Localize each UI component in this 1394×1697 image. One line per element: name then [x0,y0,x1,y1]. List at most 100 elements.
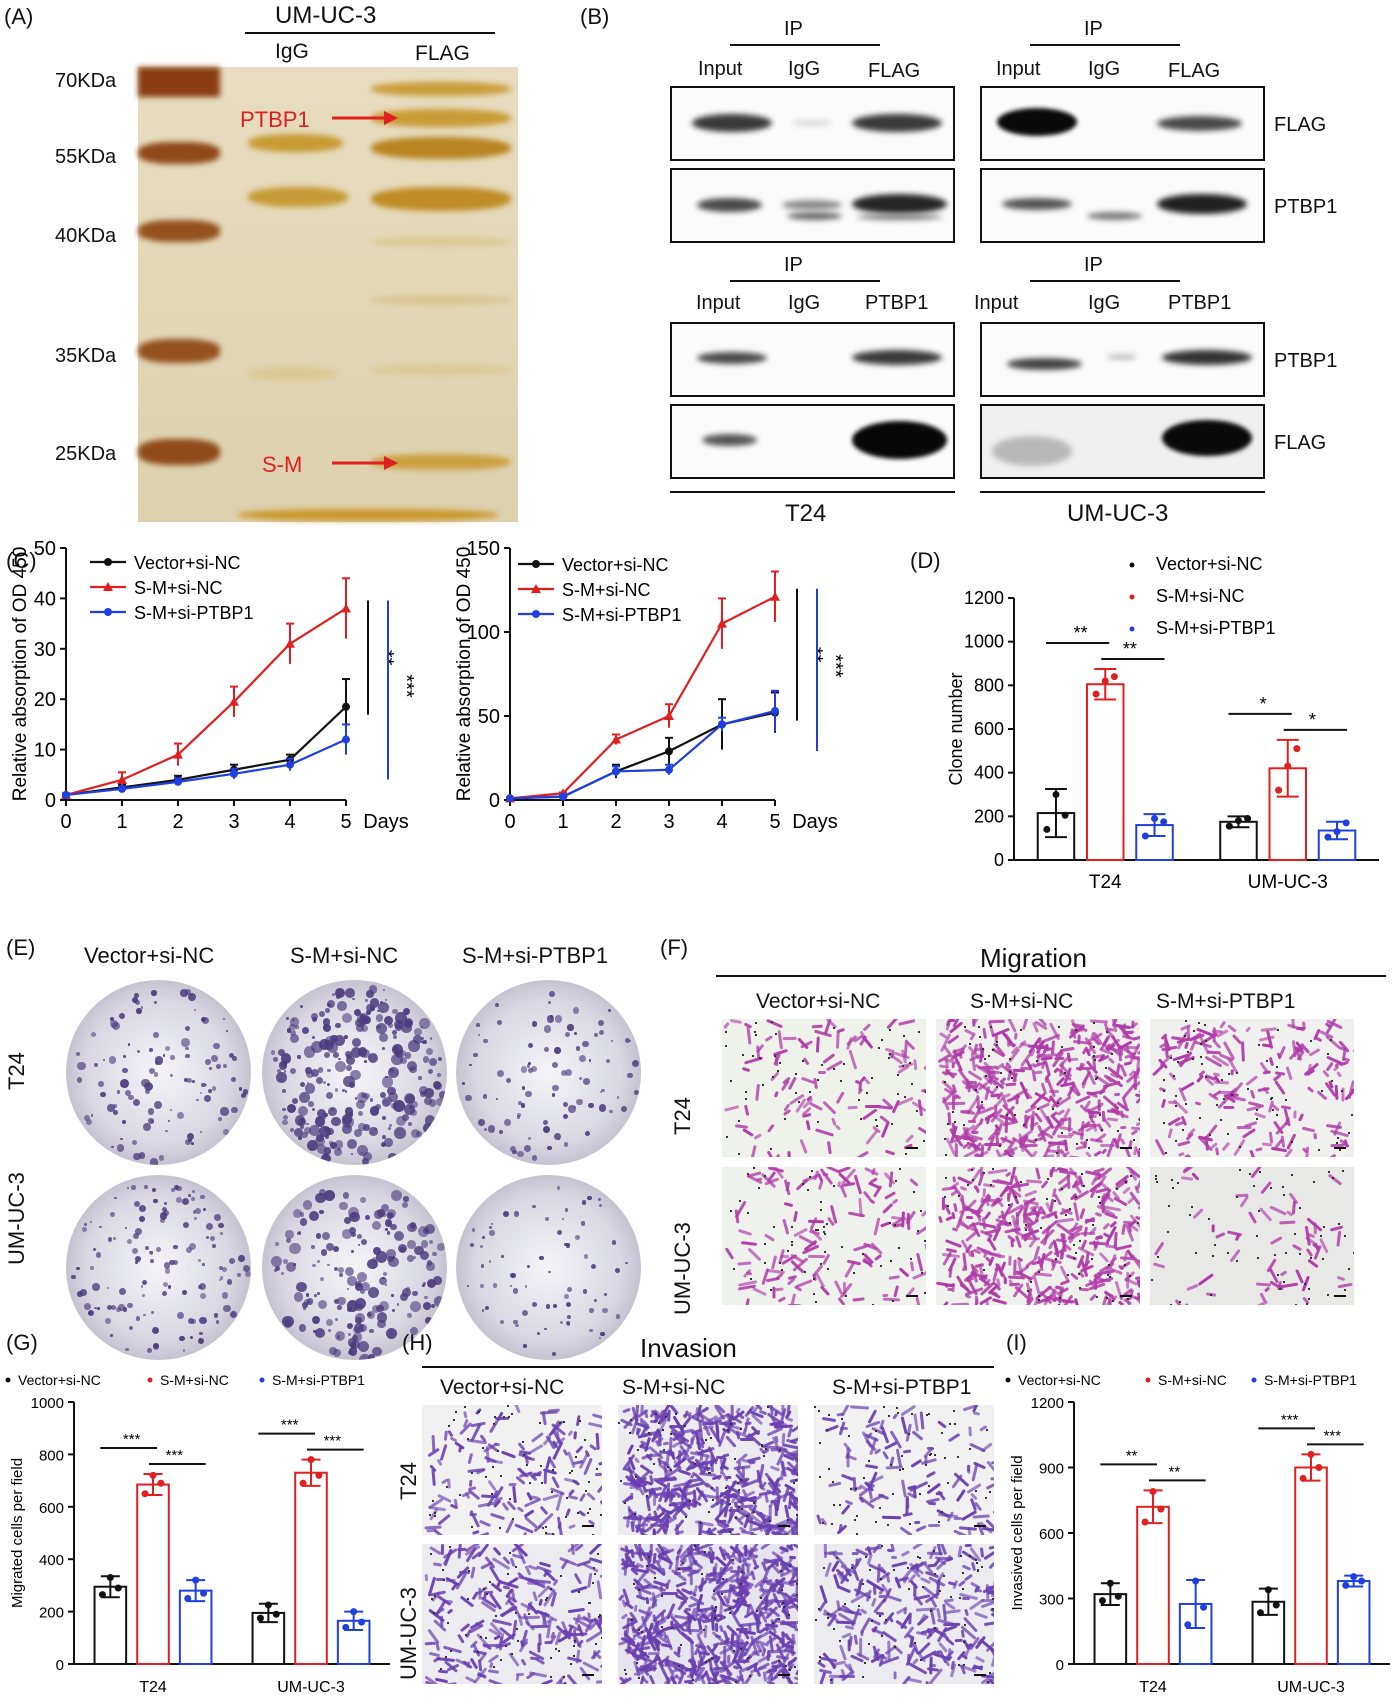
f-row-umuc3: UM-UC-3 [670,1222,696,1315]
x-tick-label: UM-UC-3 [277,1679,345,1696]
data-point [342,702,350,711]
e-row-umuc3: UM-UC-3 [4,1172,30,1265]
data-point [157,1479,165,1487]
series-line [65,705,347,797]
h-col-vector: Vector+si-NC [440,1376,564,1400]
x-tick-label: UM-UC-3 [1277,1679,1345,1696]
ip-line-2 [1030,44,1180,46]
growth-chart-umuc3: UM-UC-3 0 50 100 150 0 1 2 3 4 5 Days Relative absor… [454,540,846,833]
bar [294,1471,328,1665]
series-line [509,595,776,800]
y-tick-label: 800 [39,1447,64,1464]
y-axis-label: Migrated cells per field [9,1458,26,1608]
legend-dot [1145,1377,1151,1383]
data-point [118,784,126,793]
legend-label: Vector+si-NC [1156,554,1263,574]
e-row-t24: T24 [4,1052,30,1090]
series-line [65,607,347,797]
arrow-s-m [332,456,398,470]
invasion-image-t24-sm [618,1405,798,1535]
x-tick-label: 2 [172,811,183,833]
ip-line-3 [730,280,880,282]
y-tick-label: 150 [467,540,500,560]
y-tick-label: 600 [974,719,1004,739]
data-point [141,1490,149,1498]
data-point [718,720,726,729]
e-col-sm: S-M+si-NC [290,943,398,969]
h-title-rule [422,1366,994,1368]
legend-label: Vector+si-NC [1018,1372,1101,1388]
lane-label-flag: FLAG [415,42,470,66]
legend-marker [532,560,540,568]
x-tick-label: T24 [139,1679,167,1696]
chart-title: UM-UC-3 [600,540,684,545]
colony-dish-umuc3-vector [66,1175,251,1360]
legend-marker [531,584,541,593]
tl-lane-input: Input [698,58,742,81]
data-point [149,1471,157,1479]
invasion-image-umuc3-sm [618,1544,798,1684]
panel-b-label: (B) [580,4,609,30]
ip-header-3: IP [784,254,803,277]
y-tick-label: 20 [34,689,56,711]
data-point [1358,1577,1366,1585]
data-point [117,774,127,784]
data-point [350,1608,358,1616]
legend-label: S-M+si-PTBP1 [134,603,254,623]
data-point [1256,1609,1264,1617]
data-point [264,1601,272,1609]
data-point [1307,1450,1315,1458]
x-tick-label: 5 [769,811,780,833]
sig-label: *** [324,1433,342,1450]
data-point [1114,1592,1122,1600]
bar [1086,683,1125,861]
migration-image-t24-smsi [1150,1019,1354,1157]
cell-label-umuc3: UM-UC-3 [1067,500,1168,528]
series-line [509,711,776,800]
data-point [559,792,567,801]
y-tick-label: 300 [1039,1592,1064,1609]
data-point [173,749,183,759]
panel-g: (G) 0 200 400 600 800 1000 Migrated cells per … [0,1330,400,1697]
panel-h-label: (H) [402,1330,433,1356]
data-point [1141,1518,1149,1526]
f-row-t24: T24 [670,1097,696,1135]
panel-i-label: (I) [1006,1330,1027,1356]
y-axis-label: Clone number [946,672,966,785]
sig-label: *** [1281,1411,1299,1428]
panel-a-cell-line: UM-UC-3 [275,2,376,30]
row-label-bottom-flag: FLAG [1274,432,1326,455]
arrow-ptbp1 [332,111,398,125]
x-axis-unit: Days [792,811,838,833]
sig-label: ** [1126,1447,1138,1464]
lane-label-igg: IgG [275,40,309,64]
data-point [230,769,238,778]
y-tick-label: 30 [34,639,56,661]
invasion-bar-chart: 0 300 600 900 1200 Invasived cells per field T… [1005,1372,1390,1696]
row-label-bottom-ptbp1: PTBP1 [1274,350,1337,373]
data-point [1225,822,1233,830]
data-point [1101,677,1109,685]
x-tick-label: 1 [116,811,127,833]
blot-umuc3-ip-ptbp1 [980,322,1265,397]
tr-lane-igg: IgG [1088,58,1120,81]
bar [93,1585,128,1665]
legend-marker [104,558,112,566]
data-point [114,1584,122,1592]
data-point [665,747,673,756]
sig-label: *** [281,1417,299,1434]
legend-dot [259,1377,265,1383]
data-point [1272,1601,1280,1609]
y-tick-label: 200 [39,1605,64,1622]
colony-dish-t24-sm [262,980,447,1165]
data-point [1200,1603,1208,1611]
y-tick-label: 400 [39,1552,64,1569]
legend-label: S-M+si-NC [1156,586,1245,606]
migration-image-umuc3-vector [722,1167,926,1305]
legend-label: Vector+si-NC [562,555,669,575]
y-tick-label: 0 [994,850,1004,870]
y-tick-label: 40 [34,588,56,610]
y-tick-label: 50 [478,706,500,728]
data-point [1098,1597,1106,1605]
data-point [1244,815,1252,823]
